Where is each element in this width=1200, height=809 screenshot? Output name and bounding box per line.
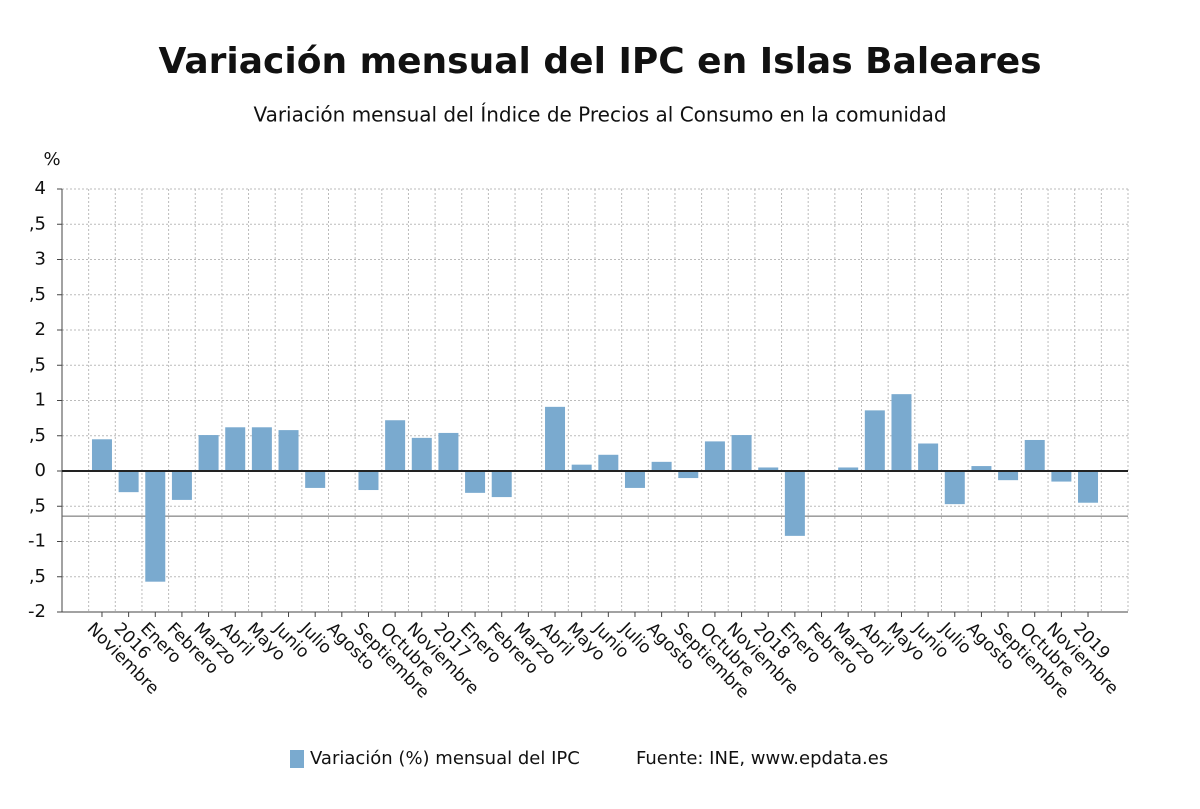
y-tick-label: -1 — [28, 531, 46, 552]
bar — [491, 471, 512, 498]
bar — [251, 427, 272, 471]
bar — [784, 471, 805, 536]
bar — [944, 471, 965, 505]
bar — [305, 471, 326, 488]
bar — [438, 432, 459, 471]
bar — [1051, 471, 1072, 482]
y-tick-label: 1 — [35, 390, 46, 411]
y-tick-label: ,5 — [29, 213, 46, 234]
y-tick-label: -2 — [28, 601, 46, 622]
legend-swatch — [290, 750, 304, 768]
bar — [598, 454, 619, 471]
y-tick-label: 0 — [35, 460, 46, 481]
bar — [225, 427, 246, 471]
y-tick-label: ,5 — [29, 566, 46, 587]
y-tick-label: 4 — [35, 178, 46, 199]
bar — [731, 435, 752, 471]
y-tick-label: ,5 — [29, 425, 46, 446]
bar — [971, 466, 992, 471]
bar — [198, 435, 219, 471]
bar — [651, 461, 672, 471]
bar — [678, 471, 699, 479]
y-tick-label: 3 — [35, 249, 46, 270]
bar — [864, 410, 885, 471]
bar — [891, 394, 912, 471]
legend-label: Variación (%) mensual del IPC — [310, 748, 580, 769]
y-tick-label: ,5 — [29, 495, 46, 516]
bar — [1078, 471, 1099, 503]
chart-title: Variación mensual del IPC en Islas Balea… — [158, 41, 1041, 82]
bar — [918, 443, 939, 471]
bar — [411, 437, 432, 471]
bar — [91, 439, 112, 471]
bar — [624, 471, 645, 488]
bar — [998, 471, 1019, 481]
y-tick-label: ,5 — [29, 354, 46, 375]
bar — [118, 471, 139, 493]
bar — [571, 464, 592, 471]
y-axis-label: % — [43, 149, 60, 170]
y-tick-label: ,5 — [29, 284, 46, 305]
bar — [278, 430, 299, 471]
bar — [145, 471, 166, 582]
chart-subtitle: Variación mensual del Índice de Precios … — [253, 103, 946, 127]
bar — [704, 441, 725, 471]
bar — [758, 467, 779, 471]
bar — [838, 467, 859, 471]
bar — [1024, 439, 1045, 471]
y-tick-label: 2 — [35, 319, 46, 340]
bar — [358, 471, 379, 491]
bar — [465, 471, 486, 493]
bar — [385, 420, 406, 471]
bar — [545, 406, 566, 471]
source: Fuente: INE, www.epdata.es — [636, 748, 888, 769]
bar — [171, 471, 192, 500]
